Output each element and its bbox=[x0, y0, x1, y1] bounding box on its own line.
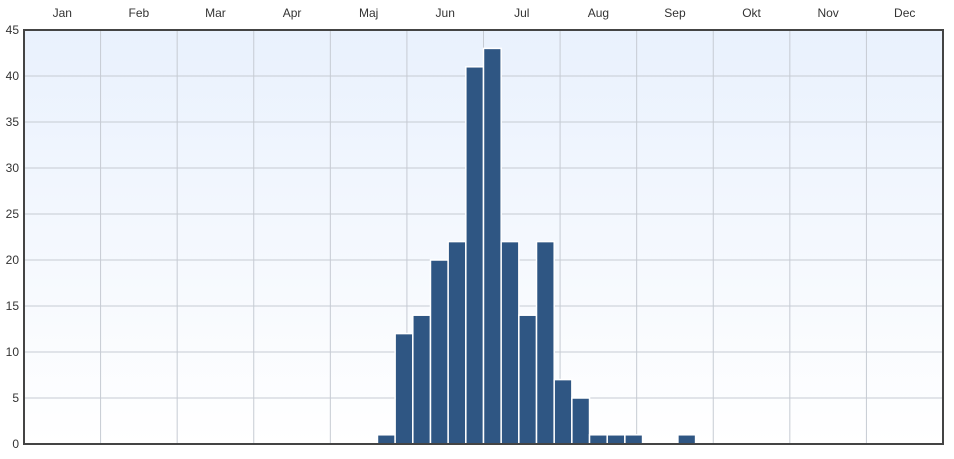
bar bbox=[588, 434, 608, 445]
bar bbox=[447, 240, 467, 445]
bar bbox=[500, 240, 520, 445]
plot-frame bbox=[23, 29, 944, 445]
bar bbox=[412, 314, 432, 445]
bar bbox=[535, 240, 555, 445]
bar bbox=[677, 434, 697, 445]
y-tick-label: 5 bbox=[12, 391, 19, 405]
y-tick-label: 25 bbox=[6, 207, 20, 221]
x-tick-label: Apr bbox=[283, 6, 302, 20]
bar-series bbox=[376, 47, 697, 445]
y-tick-label: 40 bbox=[6, 69, 20, 83]
bar bbox=[394, 332, 414, 445]
bar bbox=[571, 397, 591, 445]
x-axis-month-labels: Jan Feb Mar Apr Maj Jun Jul Aug Sep Okt Nov Dec bbox=[53, 6, 916, 20]
bar bbox=[518, 314, 538, 445]
bar bbox=[429, 259, 449, 445]
x-tick-label: Nov bbox=[817, 6, 838, 20]
bar bbox=[624, 434, 644, 445]
bar bbox=[465, 66, 485, 445]
bar bbox=[482, 47, 502, 445]
y-tick-label: 20 bbox=[6, 253, 20, 267]
bar bbox=[376, 434, 396, 445]
y-tick-label: 0 bbox=[12, 437, 19, 451]
y-tick-label: 30 bbox=[6, 161, 20, 175]
y-tick-label: 10 bbox=[6, 345, 20, 359]
x-tick-label: Aug bbox=[588, 6, 609, 20]
x-tick-label: Mar bbox=[205, 6, 226, 20]
x-tick-label: Jan bbox=[53, 6, 72, 20]
x-tick-label: Sep bbox=[664, 6, 686, 20]
bar bbox=[553, 378, 573, 445]
x-tick-label: Dec bbox=[894, 6, 915, 20]
y-tick-label: 15 bbox=[6, 299, 20, 313]
bar bbox=[606, 434, 626, 445]
y-tick-label: 35 bbox=[6, 115, 20, 129]
y-tick-label: 45 bbox=[6, 23, 20, 37]
x-tick-label: Feb bbox=[129, 6, 150, 20]
x-tick-label: Jun bbox=[436, 6, 455, 20]
x-tick-label: Okt bbox=[742, 6, 761, 20]
y-axis-tick-labels: 0 5 10 15 20 25 30 35 40 45 bbox=[6, 23, 20, 451]
x-tick-label: Maj bbox=[359, 6, 378, 20]
x-tick-label: Jul bbox=[514, 6, 529, 20]
